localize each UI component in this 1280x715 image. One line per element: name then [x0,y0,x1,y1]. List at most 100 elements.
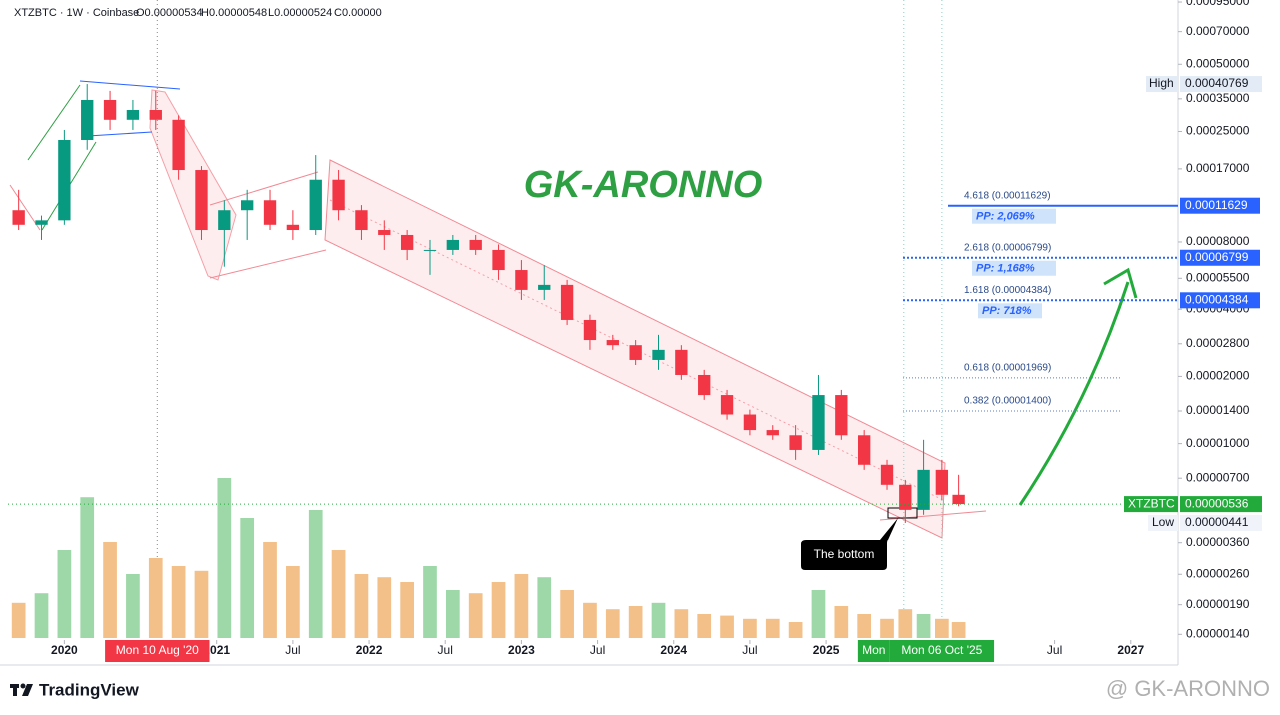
volume-bar [514,574,529,638]
trend-line [79,80,181,90]
pp-box [972,260,1056,276]
trend-line [27,84,81,161]
x-marker-box [889,640,995,662]
x-tick-label: Jul [285,643,300,657]
candle-body [58,139,71,221]
fib-tag-value: 0.00004384 [1185,292,1249,306]
fib-label: 2.618 (0.00006799) [964,242,1051,253]
volume-bar [857,614,872,638]
volume-bar [880,618,894,638]
y-tick-label: 0.00001000 [1186,436,1250,450]
volume-bar [57,550,72,638]
volume-bar [951,622,966,638]
candle-body [652,349,665,360]
candle-body [103,99,117,120]
watermark: GK-ARONNO [524,164,763,206]
volume-bar [148,558,163,638]
low-box [1148,515,1178,532]
volume-bar [240,518,255,638]
y-tick-label: 0.00000190 [1186,597,1250,611]
y-tick-label: 0.00000140 [1186,626,1250,640]
fib-label: 1.618 (0.00004384) [964,285,1051,296]
y-tick-label: 0.00050000 [1186,56,1250,70]
candle-body [241,200,254,211]
candle-body [606,340,619,346]
ohlc-close: C0.00000 [334,7,382,19]
volume-bar [126,574,140,638]
low-name: Low [1152,515,1174,529]
volume-bar [628,606,643,638]
volume-bar [697,614,712,638]
x-tick-label: 2020 [51,643,78,657]
candle-body [858,435,871,465]
x-tick-label: 2021 [203,643,230,657]
y-tick-label: 0.00002800 [1186,336,1250,350]
volume-bar [491,582,506,638]
volume-bar [674,609,689,638]
brand: TradingView [39,680,140,699]
candle-body [35,220,48,225]
volume-bar [935,618,949,638]
high-box [1146,76,1178,93]
volume-bar [354,574,369,638]
candle-body [515,270,528,290]
candle-body [629,345,642,360]
candle-body [917,469,930,510]
volume-bar [788,622,803,638]
high-value: 0.00040769 [1185,76,1249,90]
x-marker-label: Mon [862,643,885,657]
volume-bar [583,602,597,638]
trend-line [209,249,327,279]
last-name-box [1124,496,1178,513]
volume-bar [423,566,437,638]
logo: TradingView [10,680,140,699]
y-tick-label: 0.00008000 [1186,234,1250,248]
candle-body [126,109,140,120]
y-tick-label: 0.00005500 [1186,270,1250,284]
volume-bar [898,609,913,638]
volume-bar [377,577,392,638]
volume-bar [331,550,346,638]
y-tick-label: 0.00017000 [1186,161,1250,175]
pp-label: PP: 1,168% [976,263,1035,275]
volume-bar [445,590,460,638]
pp-box [978,303,1042,319]
logo-part [22,684,33,696]
candle-body [172,119,185,171]
volume-bar [605,609,620,638]
volume-bar [743,618,757,638]
high-tag [1180,76,1262,93]
x-marker-box [105,640,210,662]
volume-bar [560,590,574,638]
logo-part [13,684,17,696]
volume-bar [916,614,931,638]
candle-body [378,230,391,235]
volume-bar [468,593,483,638]
y-tick-label: 0.00025000 [1186,124,1250,138]
x-tick-label: 2022 [356,643,383,657]
x-marker-box [857,640,890,662]
candle-body [263,200,277,225]
logo-part [20,683,26,689]
volume-bar [308,510,323,638]
y-tick-label: 0.00035000 [1186,91,1250,105]
candle-body [492,249,505,271]
fib-tag-value: 0.00006799 [1185,250,1249,264]
candle-body [935,469,949,495]
candle-body [698,374,711,396]
volume-bar [103,542,117,638]
candle-body [899,484,912,510]
symbol-line: XTZBTC · 1W · Coinbase [14,7,139,19]
x-tick-label: 2027 [1117,643,1144,657]
candle-body [218,210,231,231]
volume-bar [34,593,49,638]
pp-box [972,208,1056,224]
candle-body [789,435,802,450]
x-tick-label: 2023 [508,643,535,657]
arrow [1018,281,1130,506]
ohlc-low: L0.00000524 [268,7,332,19]
fib-tag-value: 0.00011629 [1185,198,1248,212]
volume-bar [217,478,232,638]
candle-body [880,464,894,485]
candle-body [149,109,162,120]
